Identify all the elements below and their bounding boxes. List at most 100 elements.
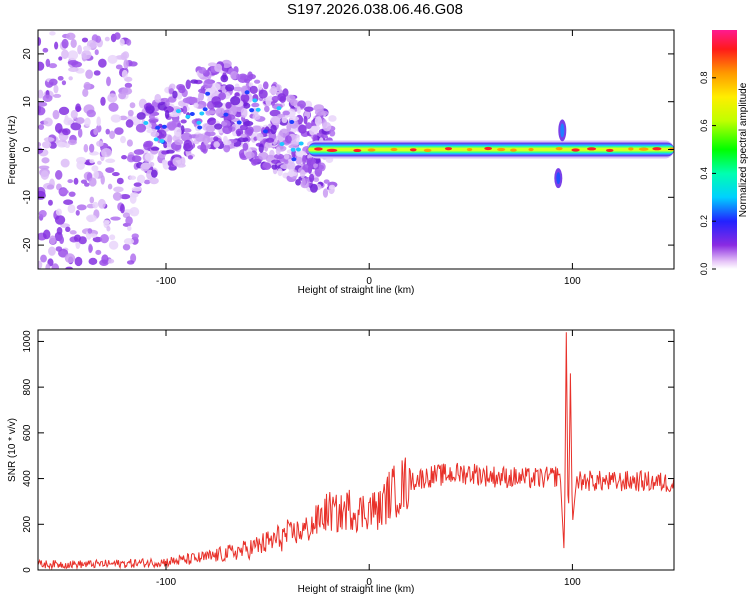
spectrogram-blob xyxy=(300,169,306,179)
spectrogram-blob xyxy=(54,41,59,50)
snr-series-line xyxy=(38,332,674,570)
spectrogram-blob xyxy=(204,131,216,137)
spectrogram-blob xyxy=(251,125,262,133)
spectrogram-blob xyxy=(68,66,79,73)
spectrogram-blob xyxy=(187,155,194,160)
spectrogram-blob xyxy=(97,198,106,209)
spectrogram-hotspot xyxy=(291,157,297,162)
spectrogram-blob xyxy=(173,126,182,137)
spectrogram-blob xyxy=(83,144,89,153)
spectrogram-blob xyxy=(222,125,233,135)
spectrogram-blob xyxy=(125,216,133,226)
spectrogram-blob xyxy=(67,204,76,214)
spectrogram-blob xyxy=(261,162,272,171)
spectrogram-blob xyxy=(42,229,51,240)
spectrogram-blob xyxy=(108,102,119,112)
spectrogram-blob xyxy=(88,177,97,187)
spectrogram-blob xyxy=(109,130,116,140)
spectrogram-blob xyxy=(198,91,205,102)
colorbar-ticks: 0.0 0.2 0.4 0.6 0.8 xyxy=(699,72,716,275)
spectrogram-blob xyxy=(178,85,186,94)
spectrogram-blob xyxy=(62,128,71,136)
spectrogram-blob xyxy=(58,106,70,116)
spectrogram-blob xyxy=(61,80,67,86)
x-tick-label: -100 xyxy=(156,577,176,588)
signal-band-peak xyxy=(497,147,506,152)
spectrogram-blob xyxy=(56,141,67,148)
spectrogram-blob xyxy=(302,163,313,173)
spectrogram-blob xyxy=(143,179,151,185)
spectrogram-blob xyxy=(241,102,251,109)
spectrogram-blob xyxy=(177,122,182,129)
spectrogram-blob xyxy=(135,123,147,133)
spectrogram-blob xyxy=(240,133,247,138)
spectrogram-blob xyxy=(225,101,232,109)
spectrogram-blob xyxy=(38,61,45,71)
snr-y-label: SNR (10 * v/v) xyxy=(7,418,18,482)
spectrogram-blob xyxy=(101,254,109,265)
spectrogram-blob xyxy=(271,95,280,102)
spectrogram-blob xyxy=(115,64,123,70)
spectrogram-blob xyxy=(273,153,284,160)
spectrogram-blob xyxy=(286,122,292,132)
spectrogram-blob xyxy=(265,96,272,106)
y-tick-label: 10 xyxy=(22,96,33,108)
spectrogram-blob xyxy=(275,146,281,156)
spectrogram-blob xyxy=(305,122,312,130)
spectrogram-blob xyxy=(165,99,170,108)
spectrogram-blob xyxy=(211,96,221,106)
spectrogram-blob xyxy=(48,199,53,206)
spectrogram-blob xyxy=(96,116,101,127)
spectrogram-blob xyxy=(286,108,296,118)
spectrogram-blob xyxy=(90,233,98,238)
spectrogram-blob xyxy=(149,177,159,185)
y-tick-label: 800 xyxy=(22,378,33,395)
spectrogram-blob xyxy=(222,139,232,146)
spectrogram-blob xyxy=(41,141,52,149)
spectrogram-blob xyxy=(239,124,248,131)
spectrogram-blob xyxy=(295,134,300,143)
spectrogram-hotspot xyxy=(289,120,295,125)
signal-band-peak xyxy=(571,148,580,152)
spectrogram-blob xyxy=(322,188,329,198)
spectrogram-blob xyxy=(75,156,87,164)
spectrogram-blob xyxy=(48,246,56,256)
spectrogram-blob xyxy=(65,266,73,269)
spectrogram-blob xyxy=(133,182,142,187)
spectrogram-blob xyxy=(88,257,98,265)
spectrogram-hotspot xyxy=(199,111,205,116)
spectrogram-blob xyxy=(49,78,58,86)
spectrogram-blob xyxy=(85,69,94,80)
spectrogram-blob xyxy=(105,128,110,135)
spectrogram-blob xyxy=(195,133,206,142)
spectrogram-blob xyxy=(200,143,207,153)
spectrogram-blob xyxy=(51,263,60,269)
spectrogram-blob xyxy=(244,127,253,137)
spectrogram-blob xyxy=(271,116,281,126)
spectrogram-blob xyxy=(126,260,135,265)
spectrogram-blob xyxy=(65,226,71,232)
y-tick-label: 0 xyxy=(22,146,33,152)
spectrogram-blob xyxy=(59,236,65,245)
spectrogram-blob xyxy=(205,110,216,115)
spectrogram-blob xyxy=(190,79,199,84)
spectrogram-blob xyxy=(89,158,95,164)
spectrogram-blob xyxy=(157,101,168,111)
spectrogram-blob xyxy=(82,88,89,98)
spectrogram-blob xyxy=(67,50,79,61)
spectrogram-blob xyxy=(70,122,82,131)
colorbar-tick-label: 0.6 xyxy=(699,119,709,132)
spectrogram-blob xyxy=(284,135,292,144)
spectrogram-hotspot xyxy=(159,138,165,143)
spectrogram-blob xyxy=(106,76,111,87)
spectrogram-blob xyxy=(133,149,145,155)
spectrogram-blob xyxy=(288,168,295,178)
y-tick-label: 600 xyxy=(22,424,33,441)
spectrogram-blob xyxy=(167,134,173,145)
spectrogram-blob xyxy=(38,37,42,46)
spectrogram-blob xyxy=(46,184,55,190)
spectrogram-blob xyxy=(185,96,195,105)
spectrogram-blob xyxy=(64,253,76,264)
signal-band-peak xyxy=(652,147,662,151)
